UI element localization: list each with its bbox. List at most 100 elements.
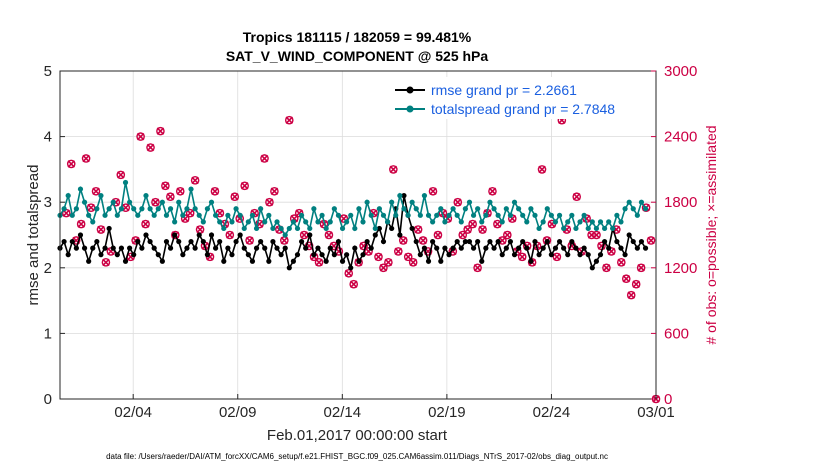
totalspread-point <box>581 212 587 218</box>
rmse-point <box>520 238 526 245</box>
obs-assimilated-stroke <box>206 253 214 261</box>
rmse-point <box>376 225 382 232</box>
obs-possible-point <box>141 219 150 229</box>
rmse-point <box>409 225 415 232</box>
obs-assimilated-stroke <box>186 209 194 217</box>
totalspread-point <box>98 193 104 199</box>
rmse-point <box>98 252 104 258</box>
totalspread-point <box>577 219 583 225</box>
rmse-point <box>131 252 137 258</box>
obs-possible-point <box>592 230 601 240</box>
obs-possible-point <box>453 197 463 207</box>
obs-possible-point <box>260 154 269 163</box>
obs-assimilated-point <box>473 264 482 272</box>
obs-assimilated-stroke <box>315 258 323 267</box>
rmse-point <box>487 238 493 245</box>
totalspread-point <box>294 225 301 232</box>
obs-possible-point <box>190 176 200 185</box>
totalspread-point <box>454 212 460 218</box>
totalspread-point <box>458 219 464 225</box>
rmse-point <box>241 245 247 251</box>
obs-possible-point <box>76 219 86 229</box>
obs-assimilated-stroke <box>538 165 546 174</box>
totalspread-point <box>540 219 546 225</box>
totalspread-point <box>470 212 477 218</box>
totalspread-point <box>147 206 153 212</box>
totalspread-point <box>438 206 444 212</box>
legend-rmse-label: rmse grand pr = 2.2661 <box>431 82 577 98</box>
obs-assimilated-stroke <box>87 203 95 212</box>
totalspread-point <box>122 179 129 186</box>
rmse-point <box>127 245 133 251</box>
rmse-point <box>536 252 542 258</box>
rmse-point <box>188 238 194 245</box>
totalspread-point <box>565 219 571 225</box>
x-tick-label: 02/24 <box>533 404 571 421</box>
rmse-point <box>458 245 464 251</box>
obs-assimilated-point <box>647 236 655 245</box>
obs-possible-point <box>428 186 438 196</box>
totalspread-point <box>86 212 92 218</box>
totalspread-point <box>393 212 399 218</box>
obs-possible-point <box>210 186 220 196</box>
rmse-point <box>348 265 354 271</box>
obs-assimilated-point <box>260 154 269 163</box>
totalspread-point <box>90 219 96 225</box>
obs-possible-point <box>136 132 145 141</box>
obs-assimilated-point <box>602 264 611 272</box>
rmse-point <box>618 245 624 251</box>
obs-assimilated-point <box>637 264 645 272</box>
obs-assimilated-stroke <box>607 247 616 256</box>
obs-assimilated-point <box>161 182 170 190</box>
rmse-point <box>278 252 284 258</box>
rmse-point <box>139 245 145 251</box>
rmse-point <box>163 238 170 245</box>
totalspread-point <box>401 206 407 212</box>
obs-possible-point <box>607 247 616 256</box>
totalspread-point <box>94 206 100 212</box>
y-right-tick-label: 0 <box>664 391 672 408</box>
totalspread-point <box>180 212 186 218</box>
ticks: 0 1 2 3 4 5 0 600 1200 1800 2400 3000 02/04 02/09 02/1… <box>44 63 698 421</box>
totalspread-point <box>356 206 362 212</box>
rmse-point <box>315 245 321 251</box>
rmse-point <box>479 258 485 264</box>
totalspread-point <box>622 206 628 212</box>
obs-possible-point <box>413 225 423 234</box>
rmse-point <box>249 258 256 264</box>
totalspread-point <box>409 199 415 205</box>
obs-assimilated-stroke <box>141 220 150 228</box>
totalspread-point <box>552 219 559 225</box>
chart-title-line1: Tropics 181115 / 182059 = 99.481% <box>243 29 472 45</box>
obs-possible-point <box>374 252 383 262</box>
totalspread-point <box>192 206 198 212</box>
totalspread-point <box>569 212 575 218</box>
obs-assimilated-point <box>300 231 308 239</box>
obs-possible-point <box>403 252 413 262</box>
rmse-point <box>212 245 219 251</box>
totalspread-point <box>536 225 542 232</box>
obs-possible-point <box>265 197 274 207</box>
totalspread-point <box>430 219 436 225</box>
legend-rmse-marker <box>406 86 414 94</box>
rmse-point <box>298 238 305 245</box>
rmse-point <box>102 245 108 251</box>
legend-spread-label: totalspread grand pr = 2.7848 <box>431 101 615 117</box>
totalspread-point <box>626 199 632 205</box>
rmse-point <box>86 258 92 264</box>
rmse-point <box>470 245 477 251</box>
totalspread-point <box>397 193 403 199</box>
totalspread-point <box>81 199 88 205</box>
obs-possible-point <box>631 279 641 289</box>
rmse-point <box>552 245 559 251</box>
obs-possible-point <box>240 181 249 191</box>
rmse-point <box>483 245 489 251</box>
rmse-point <box>434 245 440 251</box>
obs-possible-point <box>116 170 126 180</box>
obs-assimilated-stroke <box>161 182 170 190</box>
obs-possible-point <box>408 258 418 267</box>
obs-assimilated-stroke <box>434 231 442 239</box>
obs-possible-point <box>458 230 468 240</box>
obs-assimilated-point <box>325 231 333 239</box>
obs-assimilated-point <box>226 231 234 239</box>
